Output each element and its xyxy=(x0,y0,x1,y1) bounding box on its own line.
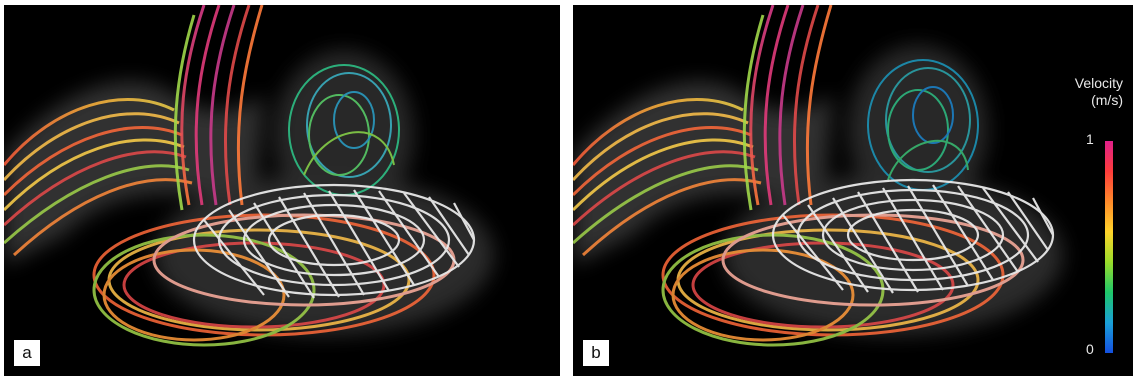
vertical-vessel-streamlines xyxy=(742,5,833,211)
velocity-colorbar xyxy=(1105,141,1113,353)
flow-visualization-b xyxy=(573,5,1113,353)
colorbar-title-line2: (m/s) xyxy=(1091,92,1123,108)
vessel-hull xyxy=(4,50,494,335)
colorbar-title: Velocity (m/s) xyxy=(1075,75,1123,109)
arch-streamlines xyxy=(573,98,762,257)
colorbar-max-label: 1 xyxy=(1086,131,1094,147)
colorbar-title-line1: Velocity xyxy=(1074,75,1123,91)
panel-a: a xyxy=(4,5,560,376)
stent-mesh xyxy=(192,183,476,299)
panel-label-a: a xyxy=(14,340,40,366)
panel-b: Velocity (m/s) 1 0 b xyxy=(573,5,1133,376)
lower-loop-streamlines xyxy=(661,213,1025,347)
arch-streamlines xyxy=(4,98,193,257)
aneurysm-sac-streamlines xyxy=(867,59,979,191)
flow-visualization-a xyxy=(4,5,494,347)
lower-loop-streamlines xyxy=(92,213,456,347)
stent-mesh xyxy=(771,178,1055,294)
colorbar-min-label: 0 xyxy=(1086,341,1094,357)
vertical-vessel-streamlines xyxy=(173,5,264,211)
panel-label-b: b xyxy=(583,340,609,366)
